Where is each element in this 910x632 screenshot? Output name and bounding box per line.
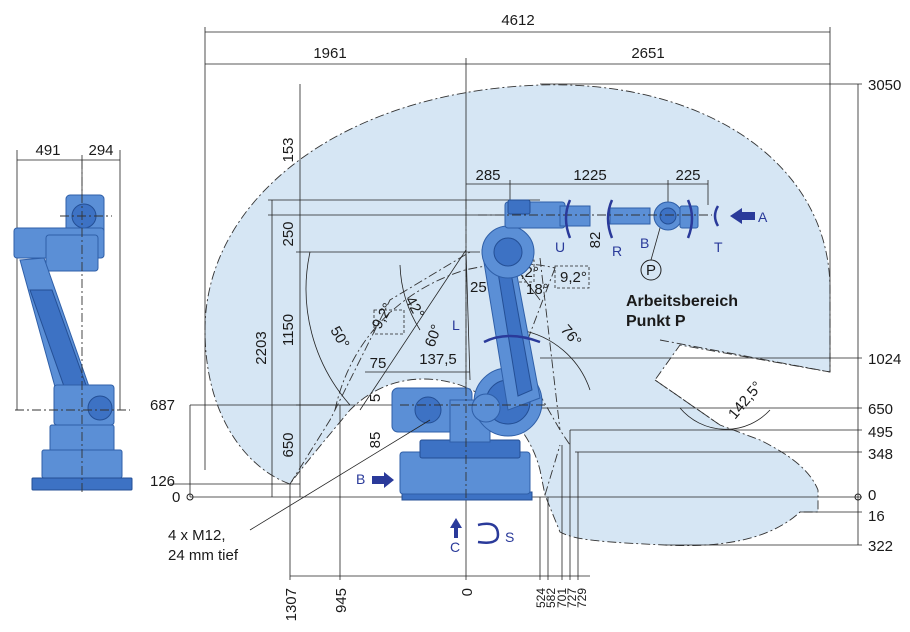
dim-294: 294 (88, 142, 113, 159)
axis-t-label: T (714, 239, 723, 255)
arrow-b-icon (372, 472, 394, 488)
dim-75: 75 (370, 355, 387, 372)
dim-945: 945 (333, 588, 350, 613)
dim-348: 348 (868, 446, 893, 463)
work-area-subtitle: Punkt P (626, 313, 686, 330)
arc-142-5 (679, 407, 771, 430)
dim-137-5: 137,5 (419, 351, 457, 368)
dim-5: 5 (367, 394, 384, 402)
mounting-leader-line (249, 419, 431, 531)
axis-s-label: S (505, 529, 514, 545)
axis-b-base-label: B (356, 471, 365, 487)
rotate-s-icon (477, 522, 500, 544)
dim-250: 250 (280, 221, 297, 246)
dim-729: 729 (575, 588, 589, 608)
dim-225: 225 (675, 167, 700, 184)
dim-16: 16 (868, 508, 885, 525)
dim-285: 285 (475, 167, 500, 184)
inner-lower-curve (289, 251, 471, 485)
dim-0-left: 0 (172, 489, 180, 506)
angle-18: 18° (526, 281, 549, 298)
dim-491: 491 (35, 142, 60, 159)
angle-9-2-right: 9,2° (560, 269, 587, 286)
point-p-label: P (646, 262, 656, 279)
arrow-c-icon (450, 518, 462, 538)
front-reach-line (544, 444, 561, 496)
side-view-robot: 491 294 (13, 142, 133, 495)
dim-85: 85 (367, 432, 384, 449)
dim-2651: 2651 (631, 45, 664, 62)
dim-524: 524 (534, 588, 548, 608)
upper-arm-cone (654, 339, 831, 426)
axis-markers: U R B T A L B C S P (356, 199, 768, 555)
angle-line-mid (465, 249, 471, 381)
axis-a-label: A (758, 209, 768, 225)
dim-82: 82 (587, 232, 604, 249)
dim-1961: 1961 (313, 45, 346, 62)
dim-495: 495 (868, 424, 893, 441)
wrist-right-line (539, 257, 561, 431)
dim-1307: 1307 (283, 588, 300, 621)
dim-0-right: 0 (868, 487, 876, 504)
dim-2203: 2203 (253, 331, 270, 364)
dim-0-bottom: 0 (459, 588, 476, 596)
angle-line-left (359, 249, 467, 411)
axis-c-label: C (450, 539, 460, 555)
axis-b-label: B (640, 235, 649, 251)
main-robot (391, 199, 712, 501)
dim-126: 126 (150, 473, 175, 490)
dim-1225: 1225 (573, 167, 606, 184)
dim-1024: 1024 (868, 351, 901, 368)
dim-153: 153 (280, 137, 297, 162)
dim-4612: 4612 (501, 12, 534, 29)
arrow-a-icon (730, 208, 755, 224)
dim-1150: 1150 (280, 314, 297, 346)
dim-687: 687 (150, 397, 175, 414)
mounting-note-line1: 4 x M12, (168, 527, 226, 544)
dim-582: 582 (544, 588, 558, 608)
mounting-note-line2: 24 mm tief (168, 547, 239, 564)
dim-3050: 3050 (868, 77, 901, 94)
arc-50 (305, 251, 351, 406)
axis-u-label: U (555, 239, 565, 255)
work-area-title: Arbeitsbereich (626, 293, 738, 310)
dim-650-right: 650 (868, 401, 893, 418)
dim-727: 727 (565, 588, 579, 608)
dim-650-left: 650 (280, 432, 297, 457)
axis-r-label: R (612, 243, 622, 259)
arc-42 (399, 264, 421, 331)
dim-701: 701 (555, 588, 569, 608)
angle-142-5: 142,5° (725, 378, 766, 422)
arc-76 (519, 329, 591, 391)
angle-60: 60° (422, 322, 446, 349)
axis-l-label: L (452, 317, 460, 333)
dim-322: 322 (868, 538, 893, 555)
